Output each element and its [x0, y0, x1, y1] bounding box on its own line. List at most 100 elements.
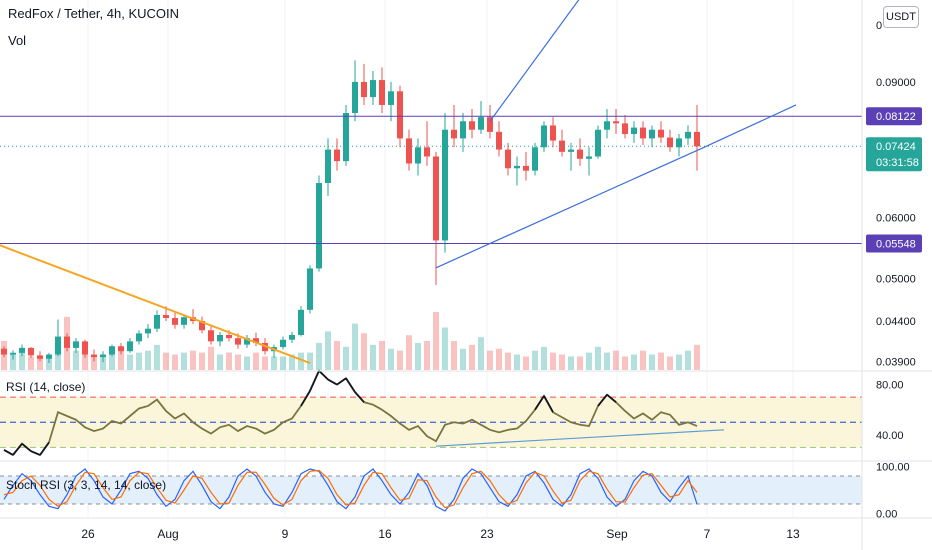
stoch-k-line [3, 468, 698, 512]
price-label-box [866, 234, 922, 253]
candle-body [424, 147, 430, 157]
volume-bar [100, 356, 106, 370]
volume-bar [181, 352, 187, 370]
volume-bar [298, 352, 304, 370]
price-label-text: 0.05548 [876, 239, 916, 251]
volume-bar [37, 358, 43, 370]
candle-body [289, 334, 295, 340]
stoch-rsi-indicator-label: Stoch RSI (3, 3, 14, 14, close) [6, 478, 167, 492]
candle-body [217, 334, 223, 342]
candle-body [118, 346, 124, 352]
candle-body [595, 129, 601, 157]
candle-body [397, 91, 403, 139]
volume-bar [496, 348, 502, 370]
stoch-d-line [3, 469, 698, 509]
rsi-extreme-segment [543, 395, 554, 413]
volume-bar [226, 352, 232, 370]
candle-body [487, 117, 493, 132]
candle-body [208, 330, 214, 342]
volume-bar [136, 352, 142, 370]
candle-body [370, 80, 376, 98]
candle-body [478, 117, 484, 130]
candle-body [127, 341, 133, 352]
volume-bar [631, 354, 637, 370]
rsi-extreme-segment [12, 443, 23, 456]
trend-line [435, 145, 707, 269]
volume-bar [10, 352, 16, 370]
volume-bar [559, 354, 565, 370]
price-pane[interactable] [0, 0, 862, 370]
candle-body [577, 149, 583, 159]
candle-body [109, 346, 115, 355]
candle-body [550, 125, 556, 141]
price-tick-label: 0 [876, 20, 882, 32]
candle-body [442, 129, 448, 241]
currency-button[interactable]: USDT [883, 6, 919, 28]
candle-body [334, 149, 340, 162]
candle-body [523, 165, 529, 171]
candle-body [640, 127, 646, 139]
time-tick-label: 23 [480, 527, 494, 541]
candle-body [181, 317, 187, 325]
volume-bar [307, 352, 313, 370]
candle-body [298, 309, 304, 335]
volume-bar [451, 341, 457, 370]
volume-indicator-label: Vol [8, 33, 27, 48]
volume-bar [640, 350, 646, 370]
volume-bar [577, 356, 583, 370]
volume-bar [370, 344, 376, 370]
volume-bar [379, 341, 385, 370]
rsi-extreme-segment [30, 450, 41, 456]
candle-body [307, 268, 313, 310]
volume-bar [163, 352, 169, 370]
candle-body [100, 354, 106, 358]
price-label-box [866, 107, 922, 126]
time-tick-label: 16 [378, 527, 392, 541]
candle-body [532, 147, 538, 171]
volume-bar [424, 341, 430, 370]
volume-bar [343, 346, 349, 370]
time-tick-label: 13 [786, 527, 800, 541]
rsi-tick-label: 40.00 [876, 430, 904, 442]
candle-body [586, 156, 592, 159]
trend-line [489, 0, 580, 122]
volume-bar [523, 356, 529, 370]
time-tick-label: 26 [81, 527, 95, 541]
volume-bar [172, 354, 178, 370]
volume-bar [532, 350, 538, 370]
volume-bar [253, 352, 259, 370]
candle-body [388, 91, 394, 105]
rsi-extreme-segment [300, 390, 311, 407]
volume-bar [685, 350, 691, 370]
candle-body [469, 121, 475, 130]
candle-body [325, 149, 331, 184]
rsi-extreme-segment [318, 370, 329, 381]
price-tick-label: 0.04400 [876, 316, 916, 328]
volume-bar [478, 337, 484, 370]
stoch-rsi-pane[interactable] [0, 468, 862, 512]
volume-bar [280, 356, 286, 370]
volume-bar [262, 356, 268, 370]
stoch-tick-label: 0.00 [876, 508, 897, 520]
volume-bar [73, 350, 79, 370]
time-tick-label: 9 [282, 527, 289, 541]
rsi-trend-line [435, 429, 725, 447]
volume-bar [613, 350, 619, 370]
volume-bar [244, 356, 250, 370]
volume-bar [694, 344, 700, 370]
volume-bar [316, 342, 322, 370]
rsi-pane[interactable] [0, 369, 862, 457]
rsi-extreme-segment [597, 394, 608, 407]
candle-body [316, 183, 322, 269]
price-label-box [866, 137, 922, 172]
volume-bar [190, 350, 196, 370]
volume-bar [649, 354, 655, 370]
volume-bar [658, 352, 664, 370]
volume-bar [442, 327, 448, 370]
rsi-extreme-segment [345, 377, 356, 393]
rsi-extreme-segment [309, 370, 320, 392]
volume-bar [568, 356, 574, 370]
volume-bar [514, 354, 520, 370]
